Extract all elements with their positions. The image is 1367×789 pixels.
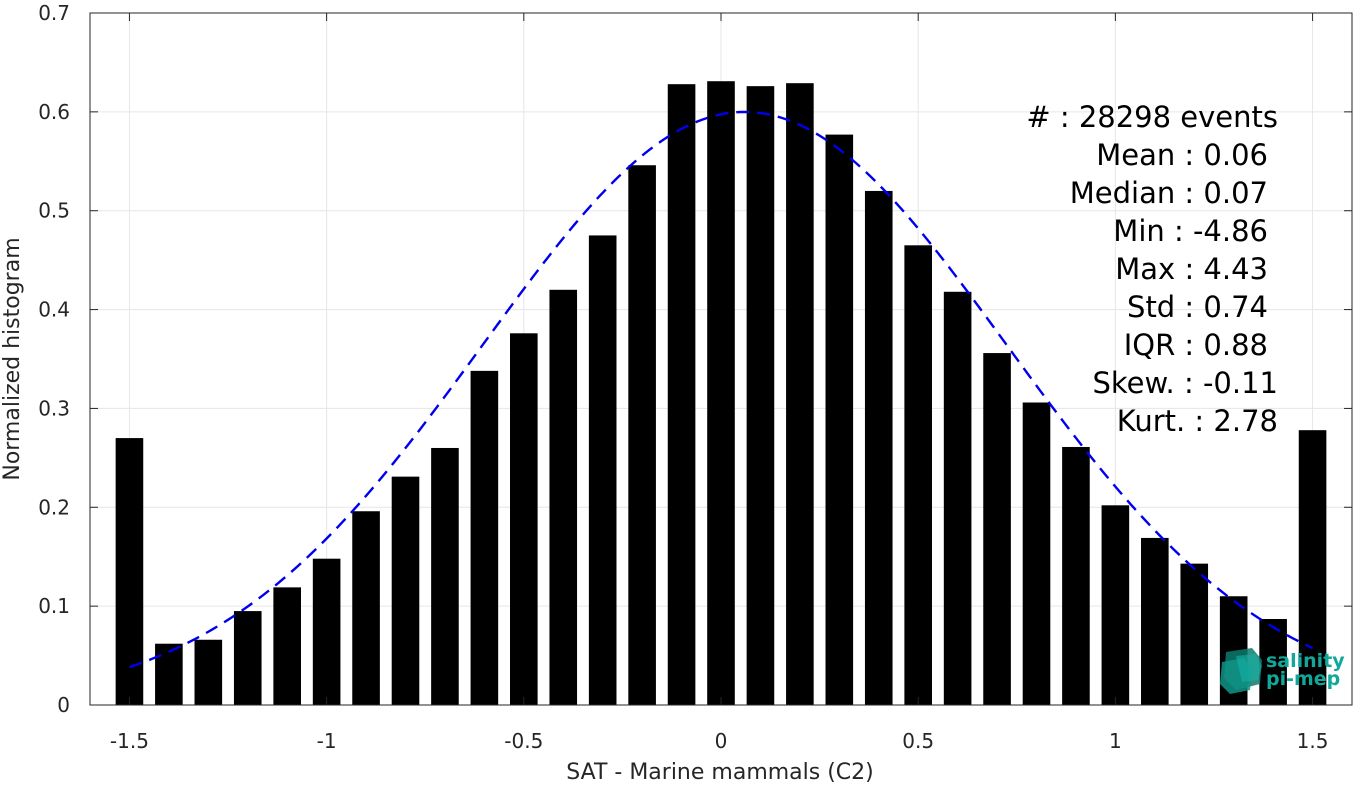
stat-events: # : 28298 events [1026,100,1278,134]
y-tick-label: 0.3 [38,396,70,420]
stats-box: # : 28298 events Mean : 0.06 Median : 0.… [1026,100,1278,438]
y-tick-label: 0.4 [38,298,70,322]
histogram-bar [1298,430,1327,705]
y-tick-labels: 0 0.1 0.2 0.3 0.4 0.5 0.6 0.7 [38,1,70,717]
histogram-bar [825,134,854,705]
logo-cube-icon [1220,648,1262,694]
histogram-bar [352,511,380,705]
histogram-bar [115,438,144,705]
x-tick-label: -1.5 [110,729,149,753]
histogram-bar [1101,505,1130,705]
histogram-bar [273,587,301,705]
histogram-bar [1259,618,1287,705]
histogram-bar [1180,563,1209,705]
salinity-pimep-logo: salinity pi-mep [1220,648,1345,694]
stat-iqr: IQR : 0.88 [1124,328,1268,362]
histogram-bar [786,83,814,705]
x-tick-label: -1 [317,729,337,753]
logo-text-pimep: pi-mep [1266,668,1340,690]
histogram-bar [707,81,735,705]
histogram-bar [628,165,656,706]
histogram-bar [983,353,1011,705]
y-tick-label: 0.2 [38,495,70,519]
y-tick-label: 0.7 [38,1,70,25]
histogram-bar [1141,537,1169,705]
stat-skewness: Skew. : -0.11 [1092,366,1278,400]
y-tick-label: 0 [57,693,70,717]
histogram-bar [667,84,696,706]
histogram-bar [904,245,932,706]
histogram-bar [1022,402,1051,705]
stat-kurtosis: Kurt. : 2.78 [1117,404,1278,438]
stat-min: Min : -4.86 [1113,214,1268,248]
logo-text-salinity: salinity [1266,650,1345,672]
stat-std: Std : 0.74 [1127,290,1268,324]
histogram-bar [746,86,775,705]
x-tick-label: -0.5 [504,729,543,753]
histogram-bar [470,370,499,705]
stat-mean: Mean : 0.06 [1096,138,1268,172]
y-tick-label: 0.1 [38,594,70,618]
histogram-bar [864,190,893,705]
histogram-bar [943,291,972,705]
histogram-bar [391,476,420,705]
histogram-bar [549,289,578,705]
stat-max: Max : 4.43 [1115,252,1268,286]
x-tick-label: 1.5 [1297,729,1329,753]
x-tick-label: 0.5 [902,729,934,753]
histogram-bar [312,558,341,705]
x-tick-label: 0 [715,729,728,753]
histogram-bar [194,639,223,705]
histogram-bar [510,333,538,705]
x-tick-labels: -1.5 -1 -0.5 0 0.5 1 1.5 [110,729,1329,753]
x-tick-label: 1 [1109,729,1122,753]
y-axis-label: Normalized histogram [0,237,25,480]
histogram-bar [431,447,459,705]
y-tick-label: 0.5 [38,199,70,223]
histogram-bar [1062,446,1090,705]
bars [115,81,1327,706]
axis-ticks [90,12,1352,706]
stat-median: Median : 0.07 [1070,176,1268,210]
x-axis-label: SAT - Marine mammals (C2) [566,760,874,785]
histogram-bar [588,235,617,705]
y-tick-label: 0.6 [38,100,70,124]
fit-curve [129,110,1314,669]
histogram-bar [233,611,262,705]
histogram-bar [155,643,183,705]
